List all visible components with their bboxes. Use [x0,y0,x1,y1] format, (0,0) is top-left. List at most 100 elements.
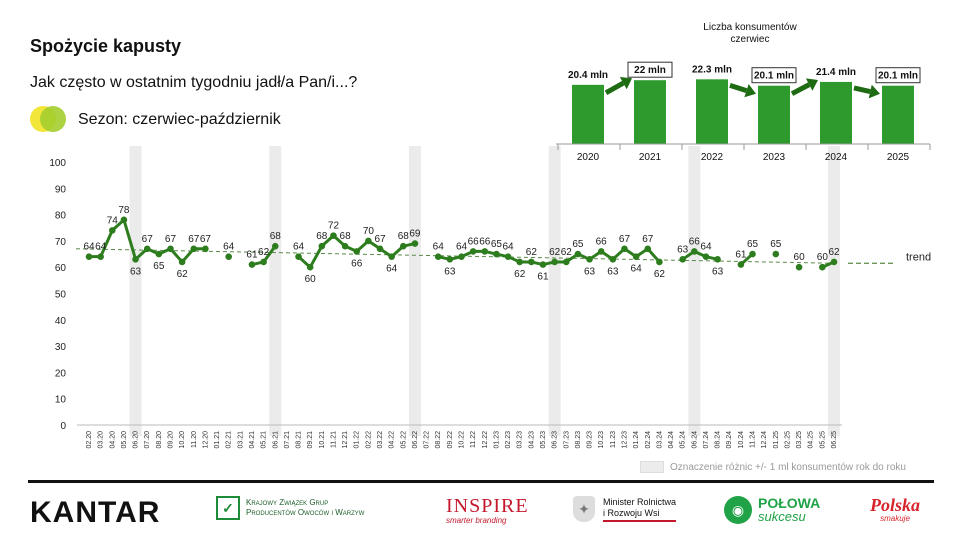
x-tick-label: 02.24 [645,431,652,449]
data-point [621,245,628,253]
data-label: 63 [130,266,142,277]
data-label: 65 [747,239,759,250]
x-tick-label: 08.20 [156,431,163,449]
data-label: 74 [107,215,119,226]
legend-text: Oznaczenie różnic +/- 1 ml konsumentów r… [670,461,906,473]
bar [572,84,604,144]
x-tick-label: 11.24 [750,431,757,448]
x-tick-label: 09.23 [587,431,594,449]
x-tick-label: 02.23 [505,431,512,449]
x-tick-label: 10.22 [459,431,466,449]
data-point [830,258,838,266]
bar [820,81,852,144]
polowa-mark-icon: ◉ [724,496,752,524]
x-tick-label: 07.20 [144,431,151,449]
data-point [586,256,593,263]
trend-arrow [729,82,748,94]
data-point [446,256,454,263]
data-point [399,242,407,250]
x-tick-label: 05.21 [261,431,268,449]
x-tick-label: 11.22 [470,431,477,448]
bar-category-label: 2021 [639,152,662,163]
data-point [772,250,780,258]
footer-divider [28,480,934,483]
series-line [681,249,718,261]
x-tick-label: 11.23 [610,431,617,448]
y-tick-label: 40 [55,316,67,327]
data-point [574,250,582,258]
x-tick-label: 01.25 [773,431,780,449]
x-tick-label: 07.23 [563,431,570,449]
x-tick-label: 07.22 [424,431,431,449]
data-label: 69 [409,229,421,240]
trend-line [75,248,835,264]
x-tick-label: 07.24 [703,431,710,449]
data-point [434,253,442,260]
data-label: 64 [386,264,398,275]
data-label: 63 [444,266,456,277]
x-tick-label: 04.24 [668,431,675,449]
x-tick-label: 04.20 [109,431,116,449]
data-point [795,263,803,271]
trend-arrow-head [744,83,756,98]
x-tick-label: 09.20 [167,431,174,449]
x-tick-label: 05.22 [400,431,407,449]
trend-arrow-head [868,84,880,99]
data-point [609,256,617,263]
data-label: 64 [631,264,643,275]
data-point [388,253,395,260]
polowa-sukcesu-logo: ◉ POŁOWA sukcesu [724,496,820,524]
data-point [143,245,151,253]
x-tick-label: 06.25 [831,431,838,449]
bar-value-label: 20.1 mln [754,71,794,82]
data-label: 62 [654,269,666,280]
x-tick-label: 09.22 [447,431,454,449]
x-tick-label: 04.22 [389,431,396,449]
x-tick-label: 01.21 [214,431,221,449]
data-point [178,258,186,266]
ministry-logo: ✦ Minister Rolnictwa i Rozwoju Wsi [573,496,677,522]
x-tick-label: 10.20 [179,431,186,449]
x-tick-label: 08.22 [435,431,442,449]
x-tick-label: 06.20 [133,431,140,449]
data-point [295,253,302,260]
x-tick-label: 03.21 [237,431,244,449]
data-point [691,248,698,255]
trend-arrow-head [619,77,632,90]
data-label: 66 [596,236,608,247]
bar [758,85,790,144]
data-label: 62 [828,247,840,258]
data-label: 63 [712,266,724,277]
data-label: 63 [607,266,619,277]
bar-category-label: 2024 [825,152,848,163]
data-point [167,245,174,253]
data-point [644,245,652,253]
bar-value-label: 20.4 mln [568,70,608,81]
data-label: 64 [433,242,445,253]
data-point [714,256,721,263]
data-label: 62 [549,247,561,258]
y-tick-label: 80 [55,211,67,222]
data-point [271,242,279,250]
data-label: 60 [794,252,806,263]
bar-category-label: 2022 [701,152,724,163]
x-tick-label: 10.21 [319,431,326,449]
bar-value-label: 22.3 mln [692,64,732,75]
trend-arrow [790,82,811,96]
page-title: Spożycie kapusty [30,36,182,56]
x-tick-label: 04.21 [249,431,256,449]
data-point [679,256,686,263]
data-label: 64 [700,242,712,253]
data-point [562,258,570,266]
data-point [597,248,605,255]
data-point [341,242,349,250]
x-tick-label: 02.22 [365,431,372,449]
x-tick-label: 11.21 [330,431,337,448]
data-label: 65 [491,239,503,250]
x-tick-label: 07.21 [284,431,291,449]
x-tick-label: 12.22 [482,431,489,449]
data-label: 64 [223,242,235,253]
x-tick-label: 03.22 [377,431,384,449]
season-circles-icon [30,106,66,134]
data-label: 64 [456,242,468,253]
